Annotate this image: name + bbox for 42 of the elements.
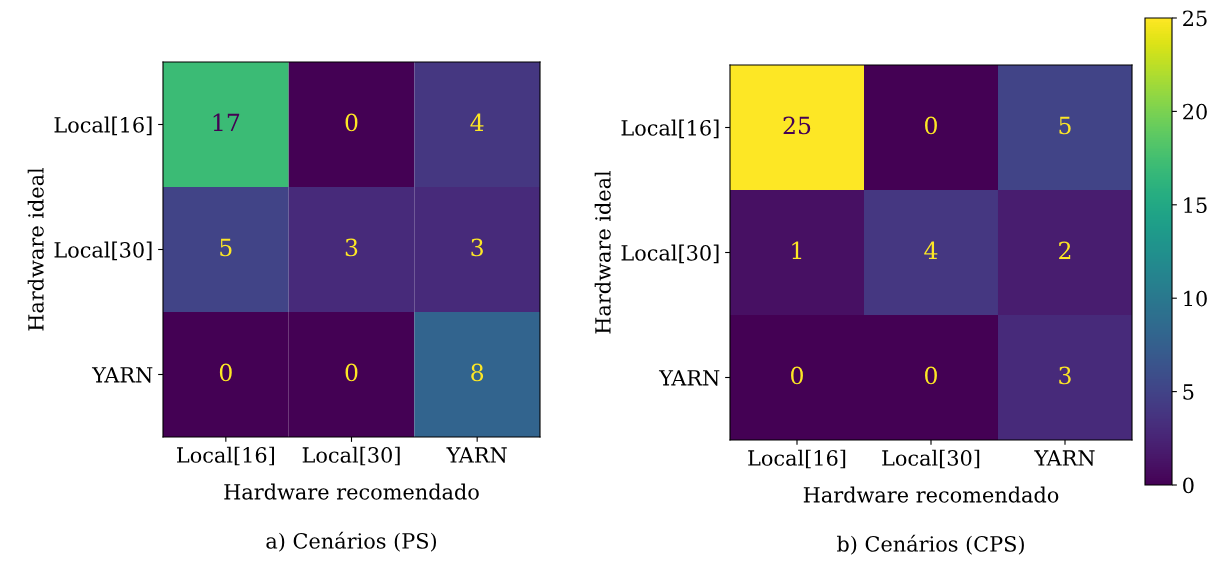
color-bar-label: 10 xyxy=(1184,290,1207,307)
data-label: 0 xyxy=(925,116,937,135)
data-label: 8 xyxy=(471,363,484,382)
y-tick-label: Local[30] xyxy=(54,241,152,261)
color-bar-label: 0 xyxy=(1183,477,1194,494)
color-bar-label: 25 xyxy=(1183,10,1207,27)
data-label: 0 xyxy=(219,363,232,382)
x-tick-label: Local[16] xyxy=(177,446,274,466)
text: b) Cenários (CPS) xyxy=(837,534,1024,555)
data-label: 0 xyxy=(791,366,803,385)
data-label: 0 xyxy=(345,113,358,132)
color-bar-label: 15 xyxy=(1184,197,1207,214)
y-tick-label: YARN xyxy=(658,370,720,386)
data-label: 3 xyxy=(471,238,483,257)
data-label: 4 xyxy=(924,241,938,260)
text: a) Cenários (PS) xyxy=(266,531,436,552)
y-axis-title: Hardware ideal xyxy=(27,167,44,331)
x-axis-title: Hardware recomendado xyxy=(803,486,1059,503)
color-bar-label: 5 xyxy=(1183,384,1194,400)
data-label: 1 xyxy=(792,241,802,260)
data-label: 0 xyxy=(925,366,937,385)
y-tick-label: Local[16] xyxy=(621,119,719,139)
data-label: 3 xyxy=(345,238,358,257)
x-axis-title: Hardware recomendado xyxy=(224,483,479,500)
data-label: 5 xyxy=(220,238,232,257)
y-tick-label: YARN xyxy=(91,367,153,383)
data-label: 17 xyxy=(213,113,240,132)
y-axis-title: Hardware ideal xyxy=(594,170,611,334)
data-label: 4 xyxy=(470,113,484,132)
data-label: 5 xyxy=(1059,116,1071,135)
x-tick-label: YARN xyxy=(446,447,507,463)
x-tick-label: Local[30] xyxy=(882,449,980,469)
y-tick-label: Local[16] xyxy=(54,116,152,136)
x-tick-label: YARN xyxy=(1034,450,1095,466)
x-tick-label: Local[16] xyxy=(748,449,846,469)
x-tick-label: Local[30] xyxy=(302,446,400,466)
data-label: 2 xyxy=(1059,241,1071,260)
data-label: 3 xyxy=(1059,366,1071,385)
color-bar-label: 20 xyxy=(1183,103,1207,120)
y-tick-label: Local[30] xyxy=(621,244,719,264)
data-label: 0 xyxy=(345,363,358,382)
data-label: 25 xyxy=(783,116,811,135)
